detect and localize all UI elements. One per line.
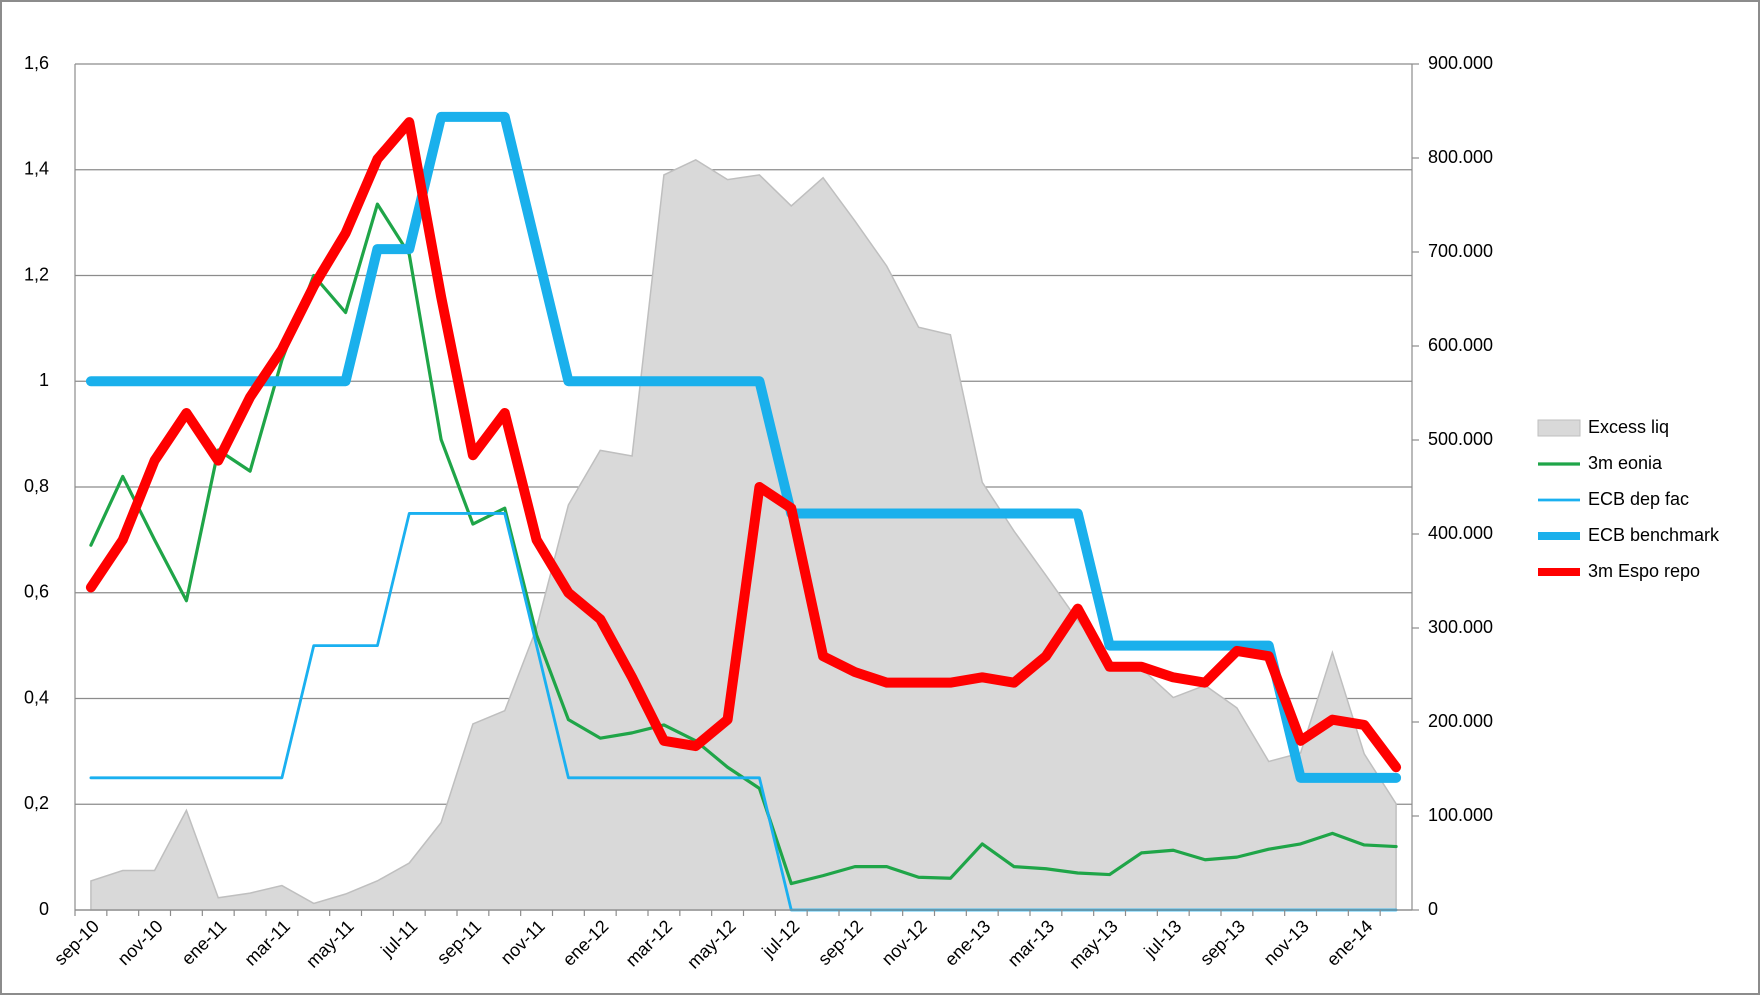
y-tick-label: 1,2 bbox=[24, 264, 49, 284]
y2-tick-label: 0 bbox=[1428, 899, 1438, 919]
line bbox=[85, 111, 1402, 783]
y-tick-label: 0 bbox=[39, 899, 49, 919]
y2-tick-label: 200.000 bbox=[1428, 711, 1493, 731]
y2-tick-label: 800.000 bbox=[1428, 147, 1493, 167]
legend-label: ECB dep fac bbox=[1588, 489, 1689, 509]
legend-label: Excess liq bbox=[1588, 417, 1669, 437]
y-tick-label: 0,4 bbox=[24, 687, 49, 707]
y2-tick-label: 100.000 bbox=[1428, 805, 1493, 825]
y-tick-label: 1 bbox=[39, 370, 49, 390]
legend-label: 3m eonia bbox=[1588, 453, 1663, 473]
legend-label: ECB benchmark bbox=[1588, 525, 1720, 545]
y-tick-label: 1,6 bbox=[24, 53, 49, 73]
y2-tick-label: 700.000 bbox=[1428, 241, 1493, 261]
y-tick-label: 1,4 bbox=[24, 159, 49, 179]
y-tick-label: 0,2 bbox=[24, 793, 49, 813]
area bbox=[90, 159, 1397, 911]
y-tick-label: 0,8 bbox=[24, 476, 49, 496]
y2-tick-label: 400.000 bbox=[1428, 523, 1493, 543]
line bbox=[85, 117, 1402, 773]
y2-tick-label: 900.000 bbox=[1428, 53, 1493, 73]
y2-tick-label: 300.000 bbox=[1428, 617, 1493, 637]
legend-label: 3m Espo repo bbox=[1588, 561, 1700, 581]
legend-swatch bbox=[1537, 419, 1581, 437]
y2-tick-label: 500.000 bbox=[1428, 429, 1493, 449]
y-tick-label: 0,6 bbox=[24, 582, 49, 602]
y2-tick-label: 600.000 bbox=[1428, 335, 1493, 355]
